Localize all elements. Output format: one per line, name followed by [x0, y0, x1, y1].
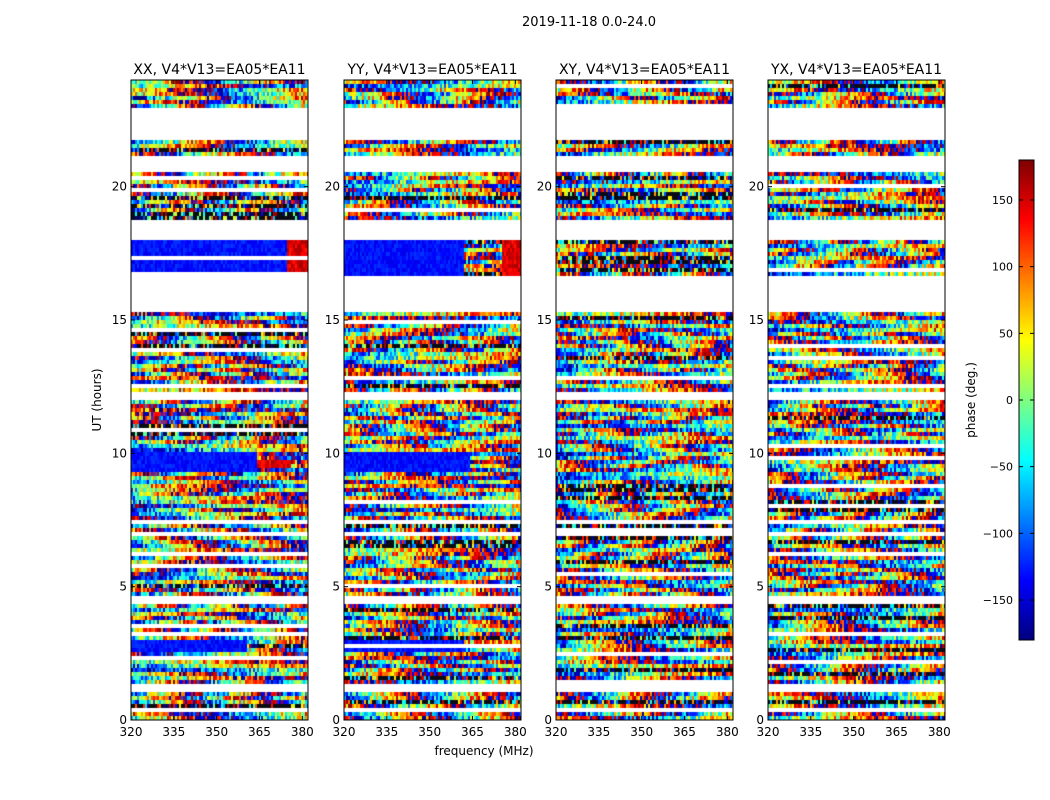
colorbar-tick-label: −100: [983, 527, 1013, 540]
colorbar-label: phase (deg.): [964, 362, 978, 438]
x-tick-label: 350: [630, 725, 653, 739]
panel-title: YX, V4*V13=EA05*EA11: [770, 62, 942, 78]
panel-2: YY, V4*V13=EA05*EA11 320 335 350 365 380 0 5 10 1…: [325, 62, 527, 739]
y-tick-label: 0: [544, 713, 552, 727]
y-tick-label: 10: [325, 446, 340, 460]
y-axis-label: UT (hours): [90, 368, 104, 431]
panel-4: YX, V4*V13=EA05*EA11 320 335 350 365 380 0 5 10 1…: [749, 62, 951, 739]
colorbar-tick-label: −50: [990, 461, 1013, 474]
x-tick-label: 320: [757, 725, 780, 739]
y-tick-label: 15: [749, 313, 764, 327]
x-tick-label: 380: [716, 725, 739, 739]
phase-heatmap-image: [556, 80, 733, 720]
colorbar: 150 100 50 0 −50 −100 −150 phase (deg.): [964, 159, 1035, 641]
colorbar-tick-label: 50: [999, 327, 1013, 340]
panel-3: XY, V4*V13=EA05*EA11 320 335 350 365 380 0 5 10 1…: [537, 62, 739, 739]
panel-title: YY, V4*V13=EA05*EA11: [346, 62, 517, 78]
x-tick-label: 350: [205, 725, 228, 739]
phase-heatmap-image: [768, 80, 945, 720]
x-tick-label: 365: [673, 725, 696, 739]
y-tick-label: 20: [749, 180, 764, 194]
phase-heatmap-image: [131, 80, 308, 720]
panel-frame: [130, 79, 309, 721]
panel-title: XX, V4*V13=EA05*EA11: [133, 62, 305, 78]
x-tick-label: 365: [461, 725, 484, 739]
phase-heatmap-image: [344, 80, 521, 720]
colorbar-tick-label: 150: [992, 194, 1013, 207]
x-tick-label: 380: [504, 725, 527, 739]
y-tick-label: 20: [325, 180, 340, 194]
x-tick-label: 320: [545, 725, 568, 739]
y-tick-label: 5: [544, 580, 552, 594]
colorbar-tick-label: −150: [983, 594, 1013, 607]
y-tick-label: 10: [112, 446, 127, 460]
x-tick-label: 365: [248, 725, 271, 739]
panel-title: XY, V4*V13=EA05*EA11: [559, 62, 730, 78]
y-tick-label: 15: [537, 313, 552, 327]
x-tick-label: 350: [418, 725, 441, 739]
y-tick-label: 10: [749, 446, 764, 460]
y-tick-label: 20: [112, 180, 127, 194]
y-tick-label: 0: [332, 713, 340, 727]
y-tick-label: 15: [112, 313, 127, 327]
y-tick-label: 0: [756, 713, 764, 727]
x-tick-label: 365: [885, 725, 908, 739]
y-tick-label: 20: [537, 180, 552, 194]
y-tick-label: 5: [332, 580, 340, 594]
x-tick-label: 335: [587, 725, 610, 739]
x-axis-label: frequency (MHz): [434, 744, 533, 758]
y-tick-label: 5: [119, 580, 127, 594]
x-tick-label: 335: [799, 725, 822, 739]
x-tick-label: 335: [162, 725, 185, 739]
colorbar-gradient: [1019, 160, 1034, 640]
figure-title: 2019-11-18 0.0-24.0: [522, 15, 656, 30]
panel-frame: [555, 79, 734, 721]
x-tick-label: 335: [375, 725, 398, 739]
x-tick-label: 320: [120, 725, 143, 739]
y-tick-label: 0: [119, 713, 127, 727]
x-tick-label: 380: [291, 725, 314, 739]
panel-1: XX, V4*V13=EA05*EA11 320 335 350 365 380 0 5 10 1…: [112, 62, 314, 739]
x-tick-label: 320: [333, 725, 356, 739]
x-tick-label: 380: [928, 725, 951, 739]
y-tick-label: 10: [537, 446, 552, 460]
panel-frame: [767, 79, 946, 721]
y-tick-label: 5: [756, 580, 764, 594]
y-tick-label: 15: [325, 313, 340, 327]
colorbar-tick-label: 0: [1006, 394, 1013, 407]
panels-group: XX, V4*V13=EA05*EA11 320 335 350 365 380 0 5 10 1…: [112, 62, 951, 739]
x-tick-label: 350: [842, 725, 865, 739]
panel-frame: [343, 79, 522, 721]
colorbar-tick-label: 100: [992, 261, 1013, 274]
